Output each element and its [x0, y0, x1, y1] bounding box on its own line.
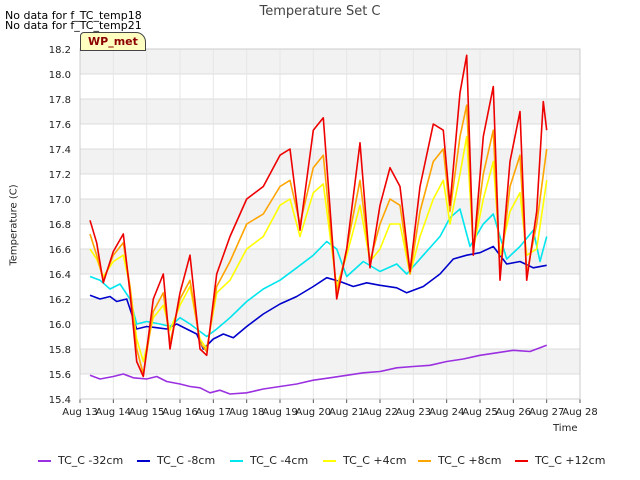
plot-band	[80, 74, 580, 99]
y-tick-label: 15.8	[49, 345, 71, 356]
x-tick-label: Aug 27	[529, 407, 564, 418]
legend-label: TC_C -8cm	[157, 454, 216, 467]
x-tick-label: Aug 21	[329, 407, 364, 418]
legend-item: TC_C -8cm	[137, 454, 215, 467]
x-tick-label: Aug 15	[129, 407, 164, 418]
y-axis-label: Temperature (C)	[8, 184, 20, 266]
y-tick-label: 17.4	[49, 145, 71, 156]
y-tick-label: 17.0	[49, 195, 71, 206]
series-line	[89, 245, 547, 350]
x-axis-label: Time	[553, 423, 578, 434]
y-tick-label: 15.6	[49, 370, 71, 381]
x-tick-label: Aug 22	[362, 407, 397, 418]
legend-label: TC_C +4cm	[343, 454, 407, 467]
y-tick-label: 16.2	[49, 295, 71, 306]
plot-frame	[79, 48, 581, 400]
plot-band	[80, 49, 580, 74]
legend-item: TC_C +4cm	[323, 454, 406, 467]
x-tick-label: Aug 28	[562, 407, 597, 418]
legend-item: TC_C +8cm	[418, 454, 501, 467]
plot-band	[80, 249, 580, 274]
x-tick-label: Aug 16	[162, 407, 197, 418]
y-tick-label: 18.0	[49, 70, 71, 81]
x-tick-label: Aug 20	[296, 407, 331, 418]
y-tick-label: 16.8	[49, 220, 71, 231]
legend-swatch	[515, 460, 528, 462]
legend-swatch	[137, 460, 150, 462]
legend-swatch	[38, 460, 51, 462]
legend-swatch	[418, 460, 431, 462]
x-tick-label: Aug 13	[62, 407, 97, 418]
x-tick-label: Aug 14	[96, 407, 131, 418]
y-tick-label: 17.6	[49, 120, 71, 131]
x-tick-label: Aug 18	[229, 407, 264, 418]
legend-item: TC_C -4cm	[230, 454, 308, 467]
x-tick-label: Aug 24	[429, 407, 464, 418]
y-tick-label: 15.4	[49, 395, 71, 406]
legend-swatch	[323, 460, 336, 462]
x-tick-label: Aug 23	[396, 407, 431, 418]
y-tick-label: 17.8	[49, 95, 71, 106]
plot-band	[80, 149, 580, 174]
legend-item: TC_C -32cm	[38, 454, 123, 467]
y-tick-label: 17.2	[49, 170, 71, 181]
site-badge: WP_met	[80, 32, 146, 51]
legend-label: TC_C +12cm	[535, 454, 606, 467]
plot-band	[80, 174, 580, 199]
x-tick-label: Aug 17	[196, 407, 231, 418]
series-line	[89, 54, 548, 378]
x-tick-label: Aug 25	[462, 407, 497, 418]
no-data-message: No data for f_TC_temp21	[5, 19, 142, 32]
plot-band	[80, 299, 580, 324]
y-tick-label: 16.6	[49, 245, 71, 256]
series-line	[89, 344, 547, 395]
y-tick-label: 18.2	[49, 45, 71, 56]
legend-swatch	[230, 460, 243, 462]
legend-item: TC_C +12cm	[515, 454, 605, 467]
plot-band	[80, 99, 580, 124]
legend-label: TC_C +8cm	[438, 454, 502, 467]
plot-band	[80, 124, 580, 149]
y-tick-label: 16.0	[49, 320, 71, 331]
x-tick-label: Aug 19	[262, 407, 297, 418]
plot-band	[80, 349, 580, 374]
x-tick-label: Aug 26	[496, 407, 531, 418]
chart-title: Temperature Set C	[259, 4, 381, 19]
no-data-message: No data for f_TC_temp18	[5, 9, 142, 22]
legend-label: TC_C -4cm	[250, 454, 309, 467]
legend-label: TC_C -32cm	[58, 454, 124, 467]
y-tick-label: 16.4	[49, 270, 71, 281]
